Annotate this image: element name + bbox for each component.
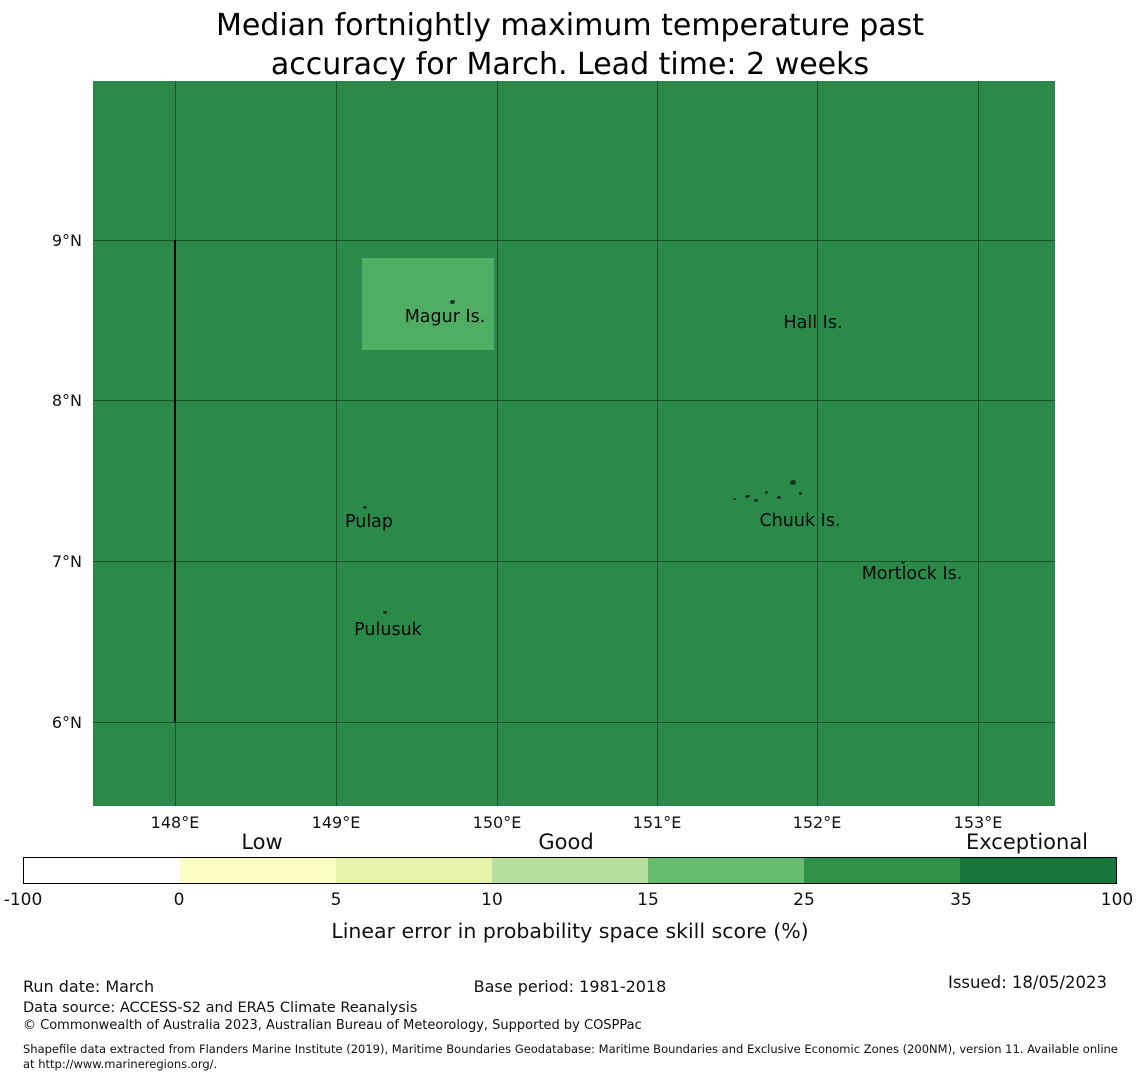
- gridline-7n: [93, 561, 1055, 562]
- colorbar-segment: [336, 858, 492, 883]
- island-marker-chuuk: [790, 480, 796, 485]
- colorbar-tick: 10: [481, 890, 503, 910]
- eez-boundary-line: [174, 240, 176, 722]
- lat-tick-8n: 8°N: [51, 391, 82, 410]
- base-period-text: Base period: 1981-2018: [473, 977, 667, 996]
- colorbar-axis-label: Linear error in probability space skill …: [331, 919, 809, 943]
- shapefile-note-text: Shapefile data extracted from Flanders M…: [23, 1042, 1118, 1071]
- gridline-8n: [93, 400, 1055, 401]
- colorbar-segment: [648, 858, 804, 883]
- island-marker-chuuk: [765, 491, 768, 494]
- lon-tick-151e: 151°E: [632, 813, 682, 832]
- gridline-6n: [93, 722, 1055, 723]
- island-label-pulap: Pulap: [344, 512, 394, 532]
- gridline-153e: [978, 81, 979, 806]
- island-label-pulusuk: Pulusuk: [354, 620, 422, 640]
- lon-tick-149e: 149°E: [311, 813, 361, 832]
- run-date-text: Run date: March: [23, 977, 155, 996]
- data-source-text: Data source: ACCESS-S2 and ERA5 Climate …: [23, 1000, 418, 1016]
- colorbar-tick: 15: [637, 890, 659, 910]
- colorbar-tick: 25: [793, 890, 815, 910]
- colorbar-tick: 0: [173, 890, 185, 910]
- colorbar-segment: [24, 858, 180, 883]
- lon-tick-152e: 152°E: [792, 813, 842, 832]
- lat-tick-6n: 6°N: [51, 713, 82, 732]
- magur-skill-cell: [362, 258, 494, 350]
- island-marker-pulap: [363, 506, 367, 509]
- map-panel: Magur Is. Hall Is. Pulap Chuuk Is. Mortl…: [93, 81, 1055, 806]
- lat-tick-7n: 7°N: [51, 552, 82, 571]
- colorbar-segment: [492, 858, 648, 883]
- copyright-text: © Commonwealth of Australia 2023, Austra…: [23, 1018, 642, 1033]
- island-label-hall: Hall Is.: [783, 313, 843, 333]
- colorbar-segment: [804, 858, 960, 883]
- island-marker-mortlock: [901, 561, 905, 564]
- colorbar-tick: 5: [330, 890, 342, 910]
- island-marker-chuuk: [754, 499, 758, 502]
- colorbar-segment: [960, 858, 1116, 883]
- lon-tick-153e: 153°E: [953, 813, 1003, 832]
- island-label-magur: Magur Is.: [404, 307, 486, 327]
- legend-category-exceptional: Exceptional: [965, 830, 1089, 854]
- gridline-149e: [336, 81, 337, 806]
- gridline-150e: [497, 81, 498, 806]
- colorbar-segment: [180, 858, 336, 883]
- title-line-1: Median fortnightly maximum temperature p…: [215, 8, 925, 43]
- title-line-2: accuracy for March. Lead time: 2 weeks: [270, 47, 870, 82]
- gridline-151e: [657, 81, 658, 806]
- island-marker-magur: [450, 300, 455, 304]
- island-marker-chuuk: [777, 496, 781, 499]
- island-label-chuuk: Chuuk Is.: [759, 511, 841, 531]
- legend-category-low: Low: [241, 830, 283, 854]
- island-marker-chuuk: [733, 498, 736, 500]
- colorbar: [23, 857, 1117, 884]
- gridline-9n: [93, 240, 1055, 241]
- island-marker-chuuk: [799, 492, 802, 495]
- figure-title: Median fortnightly maximum temperature p…: [0, 6, 1140, 84]
- colorbar-tick: -100: [3, 890, 43, 910]
- island-label-mortlock: Mortlock Is.: [861, 564, 963, 584]
- island-marker-pulusuk: [383, 611, 387, 614]
- colorbar-tick: 35: [950, 890, 972, 910]
- gridline-152e: [817, 81, 818, 806]
- island-marker-chuuk: [745, 495, 750, 498]
- legend-category-good: Good: [538, 830, 594, 854]
- lat-tick-9n: 9°N: [51, 231, 82, 250]
- issued-text: Issued: 18/05/2023: [947, 973, 1107, 992]
- colorbar-tick: 100: [1100, 890, 1134, 910]
- lon-tick-150e: 150°E: [472, 813, 522, 832]
- lon-tick-148e: 148°E: [150, 813, 200, 832]
